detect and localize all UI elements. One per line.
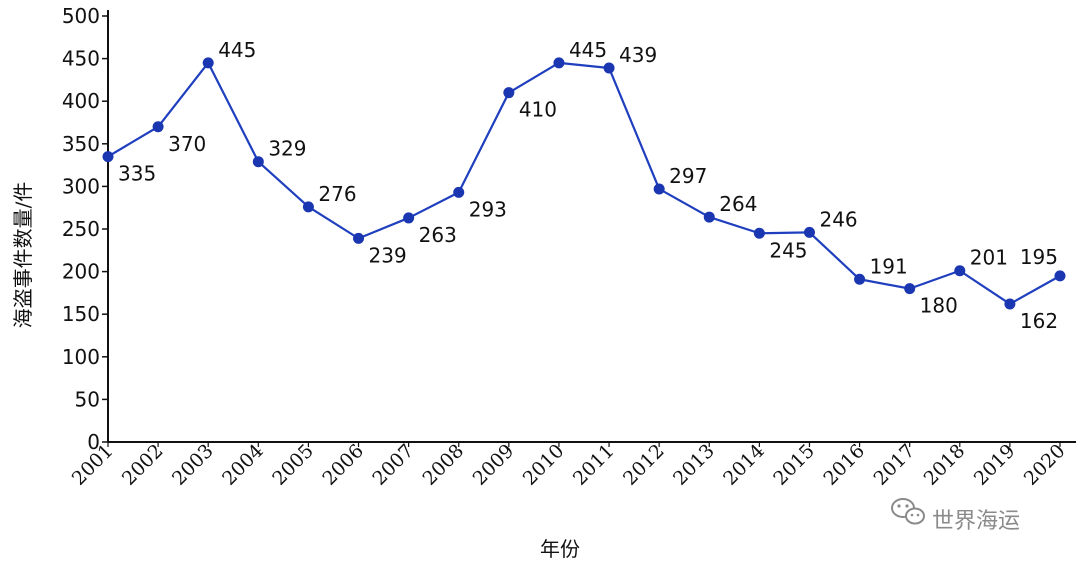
x-tick-label: 2020 [1020, 440, 1070, 490]
data-label: 245 [769, 238, 807, 262]
y-axis-ticks: 0 50 100 150 200 250 300 350 400 450 500 [62, 4, 108, 454]
data-point [753, 227, 765, 239]
x-tick-label: 2007 [368, 440, 418, 490]
x-axis-title: 年份 [540, 537, 580, 561]
data-point [152, 121, 164, 133]
x-tick-label: 2008 [419, 440, 469, 490]
data-point [302, 201, 314, 213]
y-tick-label: 450 [62, 47, 100, 71]
data-point [503, 87, 515, 99]
data-point [403, 212, 415, 224]
data-point [102, 151, 114, 163]
x-tick-label: 2002 [118, 440, 168, 490]
data-point [954, 265, 966, 277]
data-point [854, 273, 866, 285]
x-tick-label: 2019 [970, 440, 1020, 490]
x-tick-label: 2016 [819, 440, 869, 490]
x-tick-label: 2011 [569, 440, 619, 490]
data-label: 335 [118, 162, 156, 186]
data-point [202, 57, 214, 69]
y-axis-title: 海盗事件数量/件 [11, 182, 35, 329]
data-point [653, 183, 665, 195]
data-point [1054, 270, 1066, 282]
x-tick-label: 2017 [869, 440, 919, 490]
data-labels: 335 370 445 329 276 239 263 293 410 445 439 297 264 2… [118, 38, 1058, 333]
series-line [107, 61, 1061, 306]
data-label: 445 [569, 38, 607, 62]
data-point [1004, 298, 1016, 310]
x-tick-label: 2005 [268, 440, 318, 490]
data-point [453, 186, 465, 198]
y-tick-label: 0 [87, 430, 100, 454]
axes [107, 10, 1076, 443]
y-tick-label: 350 [62, 132, 100, 156]
data-label: 297 [669, 164, 707, 188]
data-label: 263 [419, 223, 457, 247]
data-point [553, 57, 565, 69]
data-label: 246 [819, 207, 857, 231]
data-series [102, 57, 1066, 310]
wechat-icon [891, 498, 925, 525]
y-tick-label: 400 [62, 89, 100, 113]
y-tick-label: 150 [62, 302, 100, 326]
y-tick-label: 50 [75, 387, 100, 411]
x-tick-label: 2018 [920, 440, 970, 490]
x-tick-label: 2009 [469, 440, 519, 490]
x-tick-label: 2004 [218, 440, 268, 490]
data-label: 445 [218, 38, 256, 62]
x-tick-label: 2010 [519, 440, 569, 490]
data-label: 439 [619, 43, 657, 67]
data-label: 180 [920, 294, 958, 318]
data-label: 370 [168, 132, 206, 156]
x-tick-label: 2006 [318, 440, 368, 490]
data-point [603, 62, 615, 74]
watermark-text: 世界海运 [932, 509, 1020, 534]
data-point [252, 156, 264, 168]
data-label: 276 [318, 182, 356, 206]
x-tick-label: 2015 [769, 440, 819, 490]
data-label: 239 [369, 243, 407, 267]
data-label: 195 [1020, 245, 1058, 269]
x-axis-ticks: 2001 2002 2003 2004 2005 2006 2007 2008 2009 2010… [68, 440, 1070, 490]
data-label: 191 [870, 254, 908, 278]
x-tick-label: 2013 [669, 440, 719, 490]
data-label: 329 [268, 137, 306, 161]
data-point [703, 211, 715, 223]
data-label: 264 [719, 192, 757, 216]
data-point [904, 283, 916, 295]
data-label: 410 [519, 98, 557, 122]
data-point [353, 232, 365, 244]
data-point [803, 226, 815, 238]
x-tick-label: 2012 [619, 440, 669, 490]
y-tick-label: 250 [62, 217, 100, 241]
x-tick-label: 2003 [168, 440, 218, 490]
x-tick-label: 2014 [719, 440, 769, 490]
data-label: 293 [469, 197, 507, 221]
y-tick-label: 300 [62, 174, 100, 198]
data-label: 201 [970, 246, 1008, 270]
y-tick-label: 100 [62, 345, 100, 369]
watermark: 世界海运 [891, 498, 1020, 534]
data-label: 162 [1020, 309, 1058, 333]
y-tick-label: 200 [62, 260, 100, 284]
y-tick-label: 500 [62, 4, 100, 28]
